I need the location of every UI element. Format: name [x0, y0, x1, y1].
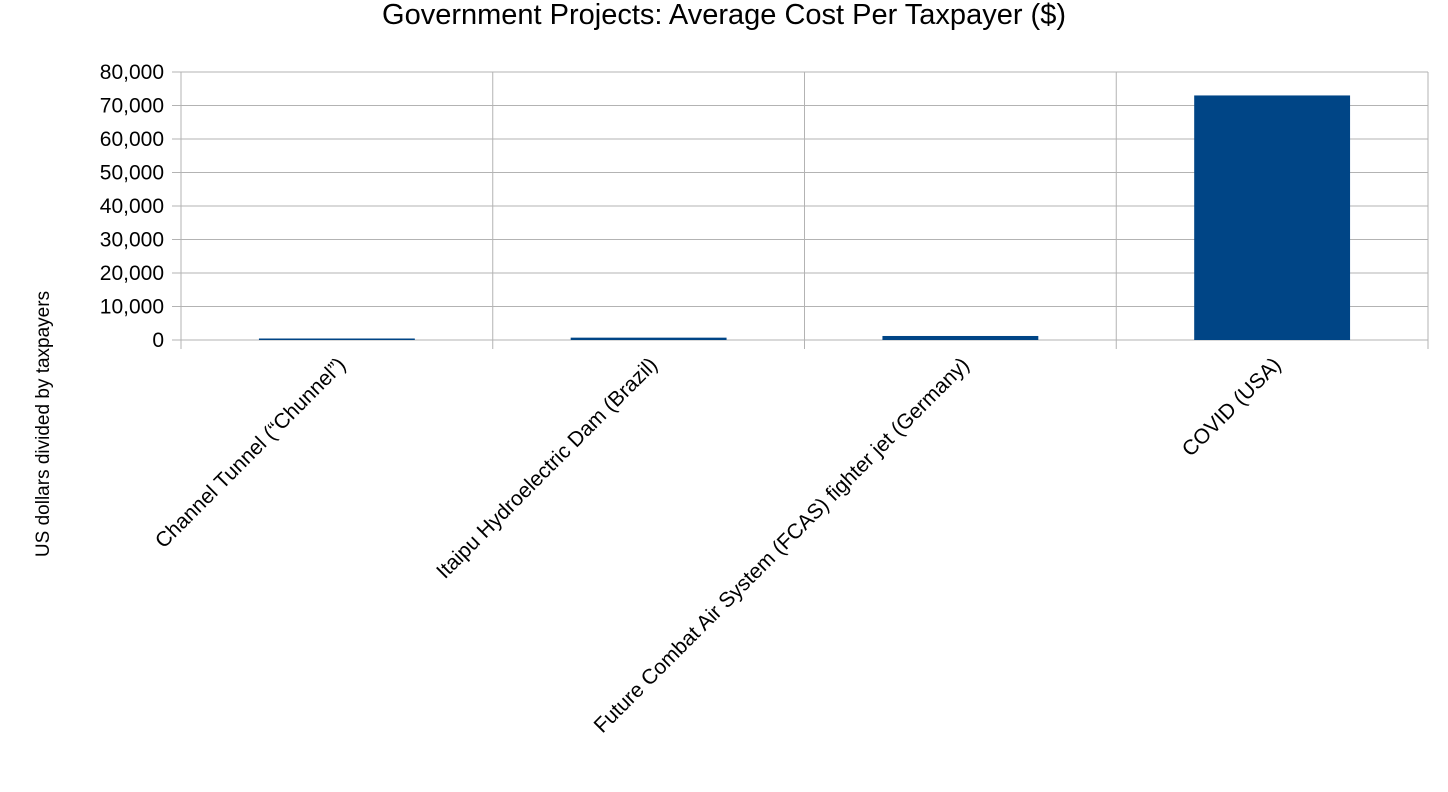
y-tick-label: 60,000 [100, 128, 164, 151]
y-tick-label: 10,000 [100, 296, 164, 319]
x-tick-label: COVID (USA) [1178, 353, 1286, 461]
y-tick-label: 0 [152, 329, 164, 352]
y-tick-label: 50,000 [100, 162, 164, 185]
y-tick-label: 30,000 [100, 229, 164, 252]
x-axis-ticks: Channel Tunnel (“Chunnel”) Itaipu Hydroel… [151, 353, 1286, 737]
bars [258, 95, 1351, 340]
y-axis-ticks: 0 10,000 20,000 30,000 40,000 50,000 60,000 70,… [100, 61, 164, 352]
y-axis-label: US dollars divided by taxpayers [33, 291, 54, 557]
x-tick-label: Channel Tunnel (“Chunnel”) [151, 353, 351, 553]
y-tick-label: 70,000 [100, 95, 164, 118]
bar [570, 337, 727, 340]
y-tick-label: 80,000 [100, 61, 164, 84]
bar [1194, 95, 1351, 340]
bar [258, 338, 415, 340]
x-tick-label: Itaipu Hydroelectric Dam (Brazil) [432, 353, 662, 583]
y-tick-label: 40,000 [100, 195, 164, 218]
y-tick-label: 20,000 [100, 262, 164, 285]
bar [882, 335, 1039, 340]
x-tick-label: Future Combat Air System (FCAS) fighter … [590, 353, 974, 737]
chart-title: Government Projects: Average Cost Per Ta… [382, 0, 1066, 31]
